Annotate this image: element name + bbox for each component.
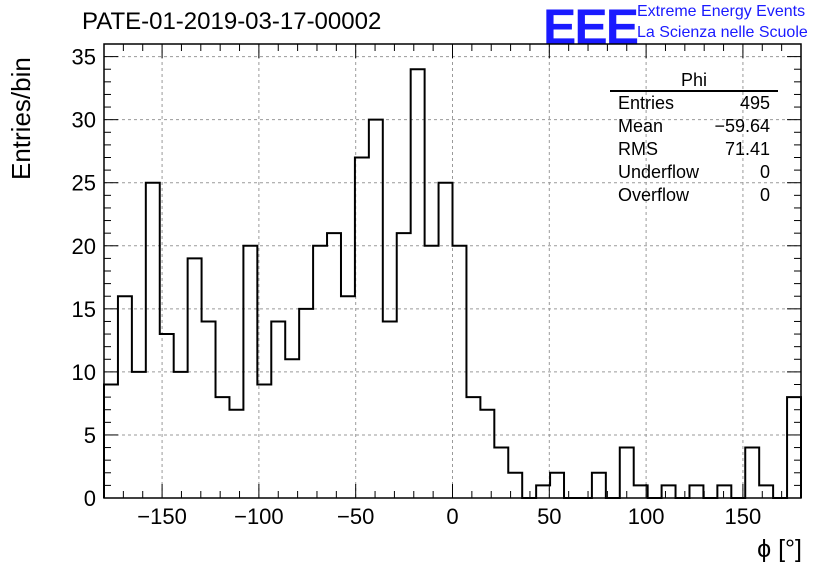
histogram-bin <box>257 385 271 499</box>
stats-row-mean: Mean −59.64 <box>610 115 778 138</box>
histogram-bin <box>494 448 508 498</box>
histogram-bin <box>327 233 341 498</box>
stats-box: Phi Entries 495 Mean −59.64 RMS 71.41 Un… <box>610 70 778 207</box>
logo-subtitle-1: Extreme Energy Events <box>637 3 806 20</box>
y-tick-label: 30 <box>72 108 96 133</box>
histogram-bin <box>118 296 132 498</box>
histogram-bin <box>383 321 397 498</box>
eee-logo: EEE <box>543 0 639 55</box>
x-tick-label: −50 <box>337 504 374 529</box>
histogram-bin <box>202 321 216 498</box>
y-tick-label: 5 <box>84 423 96 448</box>
stats-value: 0 <box>759 162 770 182</box>
x-tick-label: −150 <box>137 504 187 529</box>
logo-subtitle-2: La Scienza nelle Scuole <box>637 24 808 41</box>
stats-value: 0 <box>759 185 770 205</box>
stats-value: 71.41 <box>724 139 770 159</box>
histogram-bin <box>592 473 606 498</box>
stats-value: 495 <box>739 93 770 113</box>
stats-label: Overflow <box>618 185 690 205</box>
y-tick-label: 0 <box>84 486 96 511</box>
stats-label: Mean <box>618 116 664 136</box>
histogram-bin <box>397 233 411 498</box>
y-tick-label: 25 <box>72 171 96 196</box>
histogram-bin <box>174 372 188 498</box>
histogram-bin <box>104 385 118 499</box>
histogram-outline <box>103 68 802 499</box>
histogram-bin <box>216 397 230 498</box>
histogram-bin <box>536 485 550 498</box>
histogram-bin <box>480 410 494 498</box>
histogram-bin <box>662 485 676 498</box>
histogram-bin <box>466 397 480 498</box>
histogram-bin <box>689 485 703 498</box>
stats-label: Entries <box>618 93 675 113</box>
histogram-bin <box>271 321 285 498</box>
histogram-bin <box>745 448 759 498</box>
histogram-bin <box>188 258 202 498</box>
histogram-bin <box>759 485 773 498</box>
stats-row-rms: RMS 71.41 <box>610 138 778 161</box>
stats-label: RMS <box>618 139 658 159</box>
stats-label: Underflow <box>618 162 700 182</box>
histogram-bin <box>411 69 425 498</box>
histogram-bin <box>285 359 299 498</box>
x-tick-label: 50 <box>537 504 561 529</box>
histogram-bin <box>146 183 160 498</box>
y-tick-label: 10 <box>72 360 96 385</box>
stats-row-overflow: Overflow 0 <box>610 184 778 207</box>
histogram-bin <box>132 372 146 498</box>
stats-title: Phi <box>610 70 778 92</box>
histogram-bin <box>299 309 313 498</box>
x-tick-label: 150 <box>725 504 762 529</box>
stats-row-underflow: Underflow 0 <box>610 161 778 184</box>
histogram-bin <box>634 485 648 498</box>
y-axis-label: Entries/bin <box>6 57 36 180</box>
x-tick-label: 100 <box>628 504 665 529</box>
x-axis-label: ϕ [°] <box>757 535 802 563</box>
stats-value: −59.64 <box>714 116 770 136</box>
y-tick-label: 35 <box>72 45 96 70</box>
chart-title: PATE-01-2019-03-17-00002 <box>82 8 382 35</box>
histogram-bin <box>620 448 634 498</box>
x-tick-label: −100 <box>234 504 284 529</box>
stats-row-entries: Entries 495 <box>610 92 778 115</box>
y-tick-label: 15 <box>72 297 96 322</box>
histogram-bin <box>229 410 243 498</box>
x-tick-label: 0 <box>446 504 458 529</box>
histogram-bin <box>717 485 731 498</box>
histogram-bin <box>355 158 369 499</box>
y-tick-label: 20 <box>72 234 96 259</box>
histogram-bin <box>439 183 453 498</box>
histogram-bin <box>550 473 564 498</box>
histogram-bin <box>341 296 355 498</box>
